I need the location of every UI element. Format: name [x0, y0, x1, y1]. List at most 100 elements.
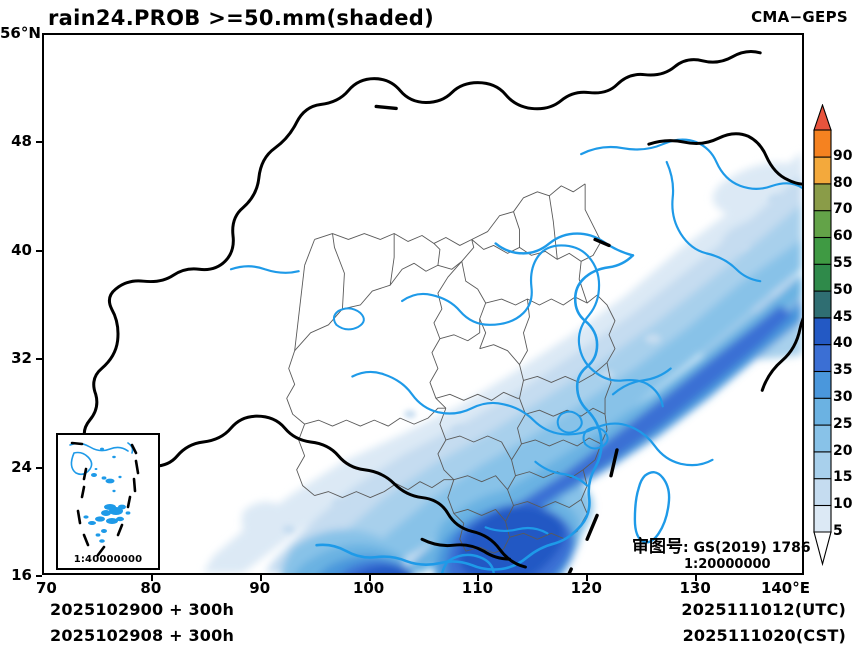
- colorbar-svg: [813, 104, 832, 566]
- inset-coast: [69, 442, 134, 476]
- approval-scale: 1:20000000: [684, 556, 771, 572]
- dash-seg-5: [593, 237, 611, 248]
- yangtze-delta: [611, 367, 672, 396]
- colorbar-segment: [813, 477, 832, 507]
- colorbar-tick-label: 5: [833, 523, 843, 539]
- approval-number: GS(2019) 1786: [693, 540, 811, 556]
- x-axis-tick: [695, 575, 698, 581]
- precip-band-20: [358, 239, 802, 573]
- x-axis-tick: [259, 575, 262, 581]
- y-axis-tick: [36, 249, 42, 252]
- colorbar-under-arrow: [813, 531, 832, 566]
- speckle: [768, 194, 785, 205]
- x-axis-tick: [368, 575, 371, 581]
- inset-islands: [83, 447, 131, 543]
- province-boundaries: [286, 183, 616, 554]
- inset-svg: [69, 441, 140, 557]
- x-axis-tick-label: 140°E: [760, 579, 810, 597]
- dash-seg-4: [374, 104, 398, 111]
- y-axis-tick: [36, 358, 42, 361]
- y-axis-tick-label: 24: [11, 457, 32, 476]
- speckle: [282, 525, 295, 534]
- china-border-s: [420, 537, 512, 561]
- speckle: [404, 410, 417, 419]
- y-axis-tick: [36, 141, 42, 144]
- china-border-sw: [88, 414, 527, 569]
- inset-dashed-line: [70, 441, 140, 557]
- colorbar-tick-label: 90: [833, 147, 853, 164]
- y-axis-tick: [36, 466, 42, 469]
- dash-seg-1: [609, 448, 619, 478]
- tarim-river: [229, 265, 300, 274]
- colorbar-segment: [813, 263, 832, 292]
- colorbar-segment: [813, 156, 832, 185]
- colorbar-segment: [813, 236, 832, 265]
- page-title: rain24.PROB >=50.mm(shaded): [48, 6, 434, 30]
- colorbar-tick-label: 80: [833, 174, 853, 191]
- x-axis-tick-label: 110: [461, 579, 494, 597]
- south-china-sea-inset[interactable]: 1:40000000: [56, 433, 160, 570]
- colorbar-tick-label: 50: [833, 281, 853, 298]
- map-approval-block: 审图号: GS(2019) 1786 1:20000000: [632, 537, 811, 572]
- colorbar-segment: [813, 317, 832, 346]
- colorbar-segment: [813, 504, 832, 533]
- colorbar[interactable]: 5 10 15 20 25 30 35 40 45 50 55 60 70 80 90: [806, 104, 860, 566]
- map-svg: [82, 50, 802, 573]
- footer-init-line1: 2025102900 + 300h: [50, 600, 235, 619]
- colorbar-tick-label: 40: [833, 335, 853, 352]
- qinghai-lake: [332, 307, 365, 331]
- map-canvas[interactable]: [42, 33, 804, 575]
- speckle: [731, 240, 750, 251]
- precip-core-40b: [360, 566, 412, 573]
- y-axis-tick-label: 16: [11, 566, 32, 584]
- y-axis-tick-label: 40: [11, 240, 32, 259]
- precip-patch-5-inland: [241, 501, 292, 543]
- colorbar-segment: [813, 451, 832, 480]
- hainan-island: [440, 553, 495, 573]
- colorbar-tick-label: 60: [833, 228, 853, 245]
- territorial-dashed-lines: [374, 104, 619, 573]
- yangtze-river: [351, 370, 714, 467]
- x-axis-tick-label: 90: [249, 579, 271, 597]
- speckle: [644, 333, 661, 344]
- x-axis-tick-label: 100: [352, 579, 385, 597]
- footer-valid-cst: 2025111020(CST): [682, 626, 846, 645]
- colorbar-segment: [813, 183, 832, 212]
- x-axis-tick: [586, 575, 589, 581]
- precip-core-45: [476, 508, 557, 569]
- speckle: [681, 279, 696, 288]
- footer-valid-utc: 2025111012(UTC): [681, 600, 846, 619]
- dash-seg-2: [585, 513, 599, 541]
- colorbar-segment: [813, 397, 832, 426]
- colorbar-tick-label: 10: [833, 496, 853, 513]
- y-axis-tick-label: 56°N: [0, 24, 41, 42]
- x-axis-tick: [477, 575, 480, 581]
- colorbar-tick-label: 30: [833, 389, 853, 405]
- footer-init-line2: 2025102908 + 300h: [50, 626, 235, 645]
- inset-scale-label: 1:40000000: [73, 554, 143, 565]
- colorbar-tick-label: 15: [833, 469, 853, 486]
- china-border-ne: [647, 132, 802, 392]
- taiwan-island: [633, 471, 671, 544]
- songhua-river: [665, 160, 762, 283]
- model-label: CMA−GEPS: [751, 8, 848, 26]
- colorbar-tick-label: 45: [833, 308, 853, 325]
- colorbar-segment: [813, 290, 832, 319]
- approval-prefix: 审图号: [632, 537, 683, 557]
- x-axis-tick: [150, 575, 153, 581]
- precip-band-10: [264, 173, 802, 573]
- colorbar-tick-label: 35: [833, 362, 853, 379]
- colorbar-tick-label: 20: [833, 442, 853, 459]
- colorbar-segment: [813, 424, 832, 453]
- lake-1: [556, 410, 583, 434]
- colorbar-tick-label: 55: [833, 255, 853, 271]
- national-boundary: [82, 50, 802, 569]
- precip-band-15: [314, 203, 802, 573]
- speckle: [332, 499, 345, 508]
- colorbar-segment: [813, 129, 832, 158]
- y-axis-tick-label: 32: [11, 349, 32, 368]
- yellow-river: [401, 244, 664, 408]
- lake-2: [582, 426, 609, 450]
- china-border-main: [82, 50, 762, 478]
